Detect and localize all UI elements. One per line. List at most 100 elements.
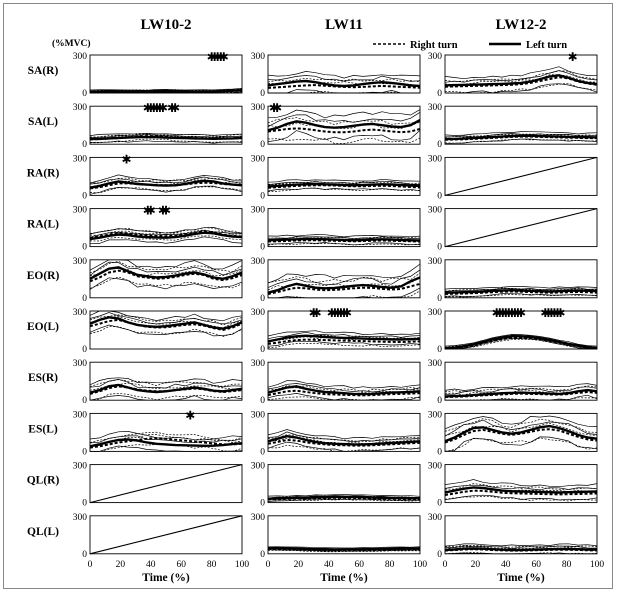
ytick-bottom-lw10-2-ql-l: 0 — [82, 550, 87, 560]
ytick-top-lw11-sa-r: 300 — [251, 52, 266, 62]
ytick-top-lw12-2-ql-r: 300 — [428, 462, 443, 472]
trace-left-2-lw12-2-ql-l — [444, 545, 598, 549]
panel-lw11-ql-r — [267, 464, 421, 504]
column-title-lw10-2: LW10-2 — [140, 17, 191, 33]
ytick-bottom-lw10-2-ql-r: 0 — [82, 499, 87, 509]
legend-label-left-turn: Left turn — [526, 40, 567, 51]
xtick-lw11-80: 80 — [385, 560, 395, 570]
significance-marker-lw11-sa-l-1: ✱ — [272, 101, 282, 115]
trace-left-2-lw11-ra-l — [267, 236, 421, 240]
trace-right-0-lw10-2-sa-l — [89, 133, 243, 138]
trace-right-1-lw11-ql-l — [267, 549, 420, 553]
diagonal-line-lw12-2-ra-l — [444, 208, 598, 248]
xtick-lw12-2-80: 80 — [562, 560, 572, 570]
trace-left-0-lw12-2-ql-r — [444, 479, 598, 488]
trace-left-1-lw11-sa-r — [268, 89, 420, 94]
significance-marker-lw12-2-eo-l-5: ✱ — [507, 306, 517, 320]
trace-right-1-lw12-2-eo-r — [444, 294, 598, 298]
xtick-lw11-20: 20 — [294, 560, 304, 570]
significance-marker-lw11-eo-l-6: ✱ — [339, 306, 349, 320]
xtick-lw12-2-0: 0 — [443, 560, 448, 570]
ytick-top-lw11-ra-r: 300 — [251, 154, 266, 164]
ytick-bottom-lw10-2-ra-l: 0 — [82, 243, 87, 253]
trace-left-1-lw11-es-r — [267, 393, 421, 401]
trace-right-2-lw12-2-es-r — [444, 389, 597, 396]
series-right-turn-lw12-2-sa-r — [444, 76, 598, 88]
trace-right-1-lw12-2-sa-l — [444, 138, 598, 144]
ytick-bottom-lw12-2-ql-l: 0 — [437, 550, 442, 560]
series-left-turn-lw12-2-es-l — [444, 424, 598, 443]
ytick-top-lw12-2-sa-r: 300 — [428, 52, 443, 62]
xtick-lw11-40: 40 — [324, 560, 334, 570]
ytick-top-lw12-2-es-r: 300 — [428, 359, 443, 369]
significance-marker-lw11-eo-l-0: ✱ — [309, 306, 319, 320]
ytick-top-lw10-2-ql-l: 300 — [73, 513, 88, 523]
series-left-turn-lw11-sa-r — [267, 79, 421, 88]
trace-right-0-lw12-2-eo-r — [444, 287, 598, 292]
trace-left-1-lw10-2-ra-l — [89, 236, 243, 245]
ytick-bottom-lw10-2-es-l: 0 — [82, 447, 87, 457]
ytick-top-lw11-ql-r: 300 — [251, 462, 266, 472]
significance-marker-lw12-2-eo-l-13: ✱ — [552, 306, 562, 320]
xtick-lw12-2-20: 20 — [471, 560, 481, 570]
trace-left-1-lw11-ra-r — [267, 187, 421, 192]
trace-left-2-lw12-2-es-l — [444, 419, 598, 437]
significance-marker-lw10-2-sa-l-0: ✱ — [143, 101, 153, 115]
ytick-bottom-lw12-2-sa-r: 0 — [437, 89, 442, 99]
trace-right-2-lw10-2-eo-r — [89, 268, 243, 277]
xtick-lw10-2-40: 40 — [146, 560, 156, 570]
trace-right-1-lw10-2-ra-l — [89, 235, 243, 242]
row-label-es-r: ES(R) — [28, 372, 58, 384]
trace-left-1-lw11-sa-l — [267, 130, 421, 142]
significance-marker-lw10-2-sa-l-4: ✱ — [155, 101, 165, 115]
trace-right-0-lw12-2-ql-r — [444, 483, 598, 490]
significance-marker-lw11-eo-l-3: ✱ — [330, 306, 340, 320]
series-left-turn-lw11-sa-l — [267, 119, 421, 132]
trace-right-1-lw11-es-l — [267, 444, 421, 452]
ytick-top-lw10-2-sa-r: 300 — [73, 52, 88, 62]
trace-left-0-lw12-2-eo-l — [444, 334, 598, 347]
trace-right-1-lw12-2-sa-r — [444, 82, 598, 94]
significance-marker-lw12-2-eo-l-14: ✱ — [555, 306, 565, 320]
legend-label-right-turn: Right turn — [410, 40, 458, 51]
trace-right-0-lw11-sa-l — [267, 117, 421, 125]
panel-lw11-ql-l — [267, 515, 421, 555]
trace-right-2-lw10-2-eo-l — [89, 316, 243, 329]
significance-marker-lw12-2-eo-l-0: ✱ — [492, 306, 502, 320]
trace-right-1-lw11-eo-r — [268, 290, 421, 299]
column-title-lw11: LW11 — [325, 17, 363, 33]
panel-lw10-2-ra-r — [89, 156, 243, 196]
trace-left-1-lw10-2-eo-r — [89, 277, 243, 290]
trace-right-1-lw12-2-es-r — [445, 397, 597, 401]
ytick-top-lw10-2-ra-r: 300 — [73, 154, 88, 164]
significance-marker-lw12-2-eo-l-10: ✱ — [543, 306, 553, 320]
trace-right-1-lw11-eo-l — [267, 342, 421, 349]
ytick-top-lw11-sa-l: 300 — [251, 103, 266, 113]
ytick-bottom-lw12-2-ra-r: 0 — [437, 191, 442, 201]
trace-left-2-lw11-sa-r — [267, 75, 421, 82]
ytick-bottom-lw11-ra-r: 0 — [260, 191, 265, 201]
trace-left-0-lw10-2-es-r — [89, 377, 243, 386]
column-title-lw12-2: LW12-2 — [495, 17, 546, 33]
trace-left-0-lw12-2-es-l — [444, 415, 598, 430]
trace-right-0-lw10-2-sa-r — [89, 88, 243, 92]
ytick-bottom-lw12-2-ra-l: 0 — [437, 243, 442, 253]
significance-marker-lw10-2-sa-r-3: ✱ — [216, 50, 226, 64]
significance-marker-lw10-2-sa-r-4: ✱ — [219, 50, 229, 64]
panel-lw10-2-sa-l — [89, 105, 243, 145]
ytick-bottom-lw11-es-l: 0 — [260, 447, 265, 457]
series-right-turn-lw10-2-es-r — [89, 385, 243, 395]
xtick-lw11-60: 60 — [354, 560, 364, 570]
trace-right-2-lw10-2-ra-l — [89, 229, 243, 236]
ytick-top-lw10-2-eo-l: 300 — [73, 308, 88, 318]
trace-left-0-lw10-2-eo-l — [89, 310, 243, 322]
significance-marker-lw12-2-eo-l-6: ✱ — [510, 306, 520, 320]
ytick-top-lw12-2-sa-l: 300 — [428, 103, 443, 113]
trace-left-0-lw10-2-sa-l — [89, 133, 243, 136]
trace-left-2-lw11-es-l — [267, 431, 421, 443]
ytick-top-lw11-eo-l: 300 — [251, 308, 266, 318]
trace-right-1-lw11-sa-l — [267, 137, 421, 144]
trace-right-1-lw11-ra-l — [267, 242, 421, 246]
trace-left-2-lw11-sa-l — [267, 112, 421, 128]
trace-left-2-lw11-ra-r — [267, 180, 421, 186]
